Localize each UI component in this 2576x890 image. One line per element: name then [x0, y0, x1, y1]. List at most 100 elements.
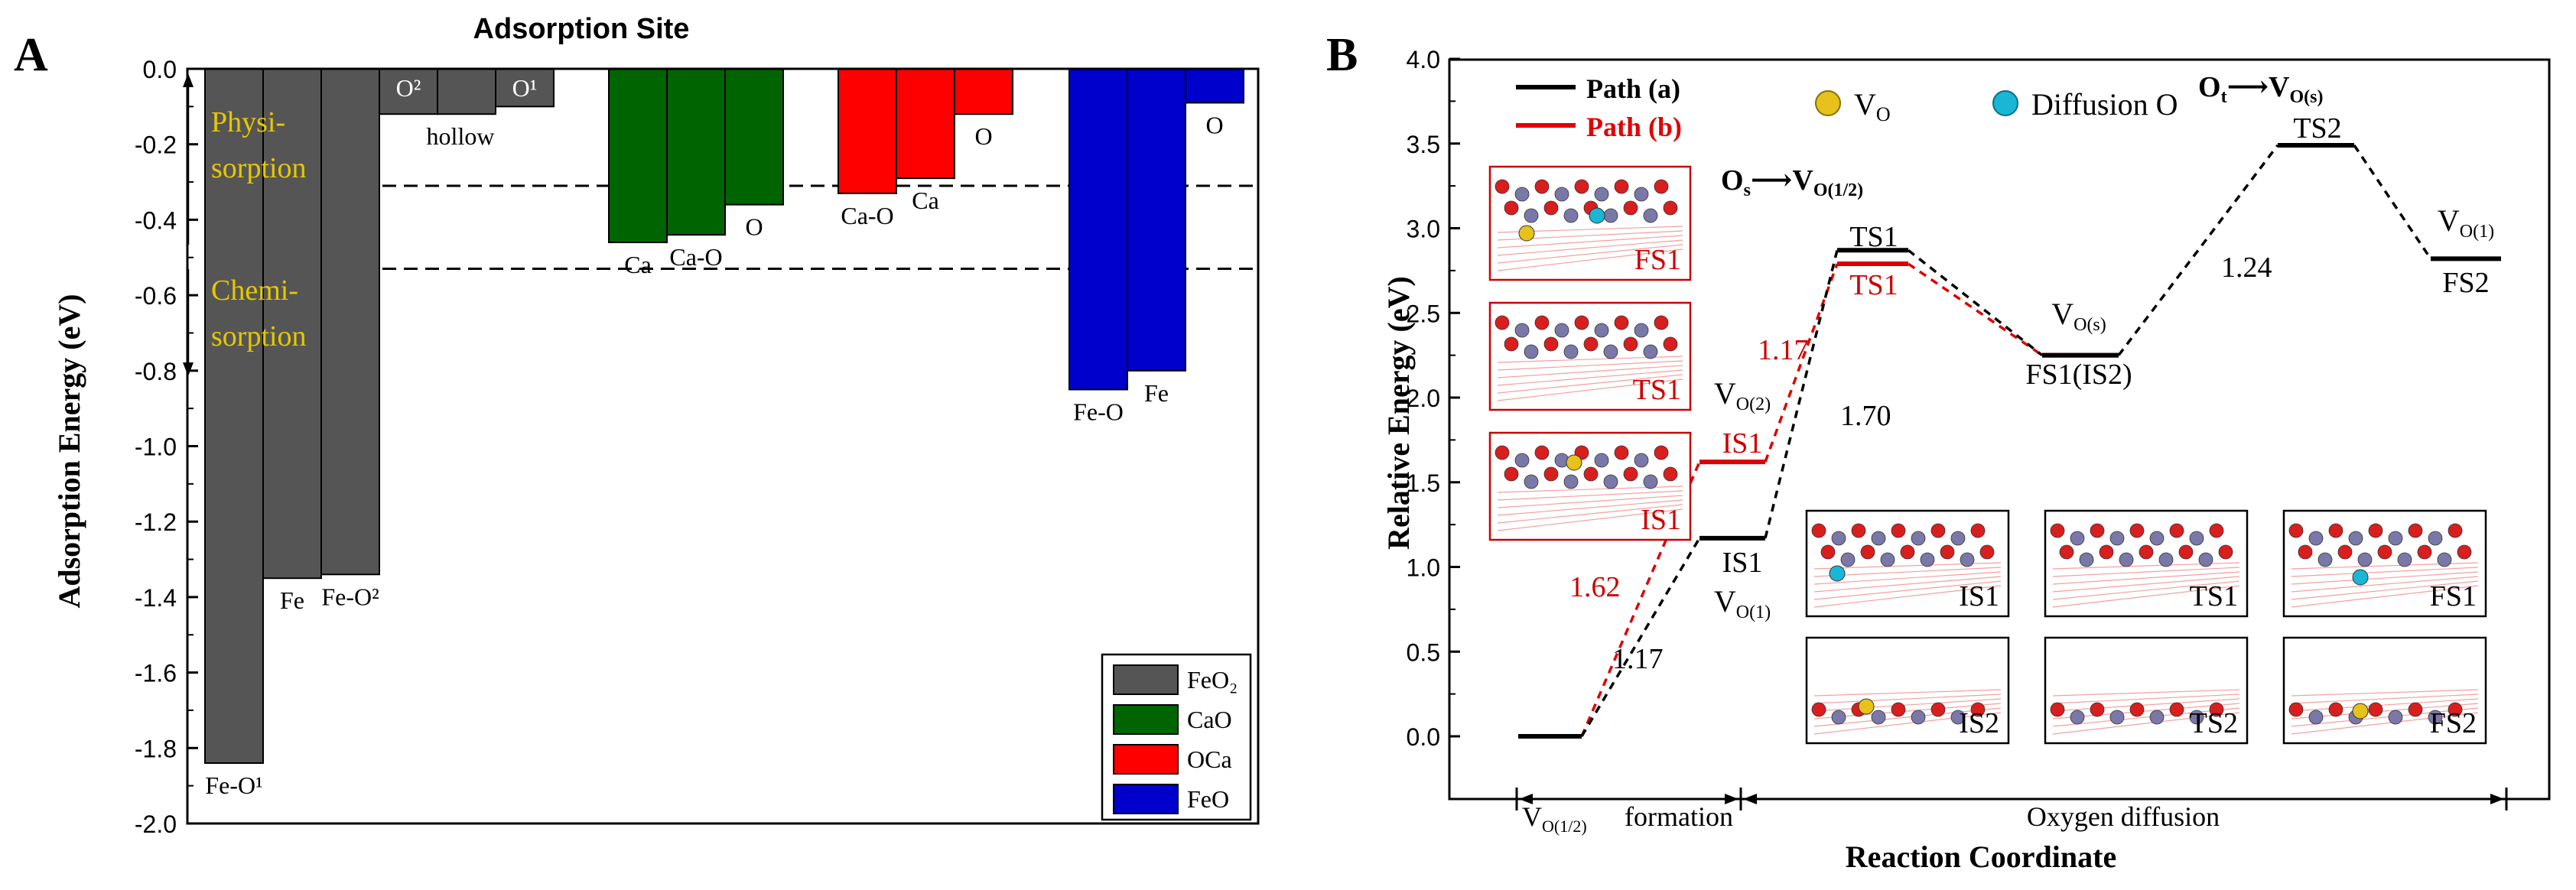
- bar-OCa-1: [896, 68, 955, 180]
- vacancy-marker-icon: [1815, 90, 1841, 116]
- bar-label: O: [974, 122, 992, 150]
- legend-label-a: FeO: [1187, 785, 1229, 813]
- legend-label-a: FeO₂: [1187, 666, 1238, 693]
- bar-FeO-3: [379, 68, 438, 115]
- bar-label: Ca: [912, 187, 939, 214]
- label-vo1: VO(1): [1714, 584, 1771, 622]
- structure-thumbnail: TS1: [2044, 509, 2249, 618]
- barrier-b-formation: 1.62: [1569, 571, 1621, 603]
- connector-a: [1907, 248, 2044, 357]
- panel-label-b: B: [1326, 29, 1358, 81]
- legend-label-a: OCa: [1187, 745, 1232, 773]
- bar-OCa-0: [838, 68, 897, 194]
- y-tick-label-a: -2.0: [135, 810, 177, 838]
- connector-a: [1764, 249, 1839, 539]
- structure-thumbnail: IS1: [1488, 431, 1692, 541]
- atom-marker: [1518, 225, 1535, 242]
- label-vos: VO(s): [2051, 297, 2106, 335]
- y-tick-label-b: 3.0: [1407, 216, 1440, 243]
- y-tick-label-a: -0.2: [135, 132, 177, 159]
- legend-swatch-a: [1113, 704, 1179, 735]
- reaction-coordinate-bracket: [1515, 788, 2508, 810]
- atom-marker: [2352, 569, 2369, 586]
- bar-label: Fe: [1144, 379, 1169, 407]
- plot-frame-a: [186, 67, 1260, 825]
- bars-a: [204, 68, 1244, 765]
- label-ot-to-vos: Ot⟶VO(s): [2198, 71, 2324, 107]
- barrier-a-ts1: 1.70: [1840, 400, 1891, 432]
- panel-a: A Adsorption Site Adsorption Energy (eV)…: [14, 13, 1260, 838]
- thumbnail-label: TS2: [2190, 707, 2238, 739]
- thumbnail-label: FS1: [1634, 244, 1681, 276]
- bar-label: Fe-O¹: [205, 771, 262, 799]
- bar-label: O²: [396, 74, 421, 102]
- y-tick-label-b: 2.5: [1407, 300, 1440, 327]
- y-tick-label-a: -0.6: [135, 282, 177, 310]
- legend-swatch-a: [1113, 744, 1179, 775]
- bar-CaO-2: [724, 68, 784, 206]
- bar-OCa-2: [954, 68, 1013, 115]
- y-tick-label-b: 1.5: [1407, 469, 1440, 497]
- thumbnail-label: FS1: [2430, 580, 2477, 612]
- y-tick-label-a: -1.2: [135, 508, 177, 536]
- thumbnail-label: IS1: [1959, 580, 1999, 612]
- chemisorption-label-1: Chemi-: [211, 274, 298, 307]
- y-tick-label-a: -0.8: [135, 358, 177, 385]
- y-tick-label-b: 0.5: [1407, 638, 1440, 666]
- legend-path-a: Path (a): [1586, 73, 1680, 104]
- label-oxygen-diffusion: Oxygen diffusion: [2027, 801, 2220, 832]
- structure-thumbnail: FS2: [2282, 636, 2487, 745]
- label-fs1is2: FS1(IS2): [2025, 359, 2132, 391]
- y-tick-label-b: 3.5: [1407, 131, 1440, 158]
- level-annotations: Os⟶VO(1/2) Ot⟶VO(s) TS1 TS1 VO(s) FS1(IS…: [1569, 71, 2494, 675]
- diffusion-o-marker-icon: [1992, 90, 2018, 116]
- barrier-b-ts1: 1.17: [1758, 334, 1809, 366]
- legend-swatch-a: [1113, 784, 1179, 814]
- label-ts1-red: TS1: [1849, 269, 1898, 301]
- y-tick-label-a: -1.0: [135, 434, 177, 461]
- chemisorption-label-2: sorption: [211, 320, 307, 352]
- chart-a-ylabel: Adsorption Energy (eV): [52, 294, 86, 608]
- chart-b-ylabel: Relative Energy (eV): [1381, 276, 1416, 550]
- bar-label: O: [1205, 111, 1223, 138]
- label-vo12-formation: VO(1/2): [1522, 801, 1587, 836]
- atom-marker: [1589, 207, 1605, 224]
- barrier-a-formation: 1.17: [1612, 643, 1664, 675]
- chart-b-xlabel: Reaction Coordinate: [1846, 840, 2116, 874]
- legend-vo-symbol: VO: [1854, 87, 1891, 125]
- structure-thumbnail: IS2: [1805, 636, 2010, 745]
- legend-swatch-a: [1113, 664, 1179, 695]
- bar-label: Ca-O: [669, 243, 722, 271]
- physisorption-label-2: sorption: [211, 152, 307, 184]
- thumbnail-label: TS1: [2190, 580, 2238, 612]
- label-vo1-top: VO(1): [2438, 203, 2494, 242]
- bar-label: Ca: [624, 251, 652, 278]
- bar-FeO-2: [320, 68, 380, 576]
- y-tick-label-b: 0.0: [1407, 723, 1440, 751]
- bar-label: Fe: [280, 586, 304, 614]
- bar-label: Ca-O: [841, 202, 893, 229]
- bar-FeO-5: [495, 68, 555, 108]
- thumbnail-label: IS1: [1641, 504, 1681, 536]
- legend-path-b: Path (b): [1586, 112, 1682, 142]
- bar-FeO-1: [1127, 68, 1186, 372]
- y-tick-label-a: -0.4: [135, 206, 177, 234]
- y-tick-label-a: -1.4: [135, 584, 177, 612]
- y-axis-b: 0.0 0.5 1.0 1.5 2.0 2.5 3.0 3.5 4.0: [1407, 46, 1460, 751]
- label-fs2: FS2: [2442, 267, 2489, 299]
- y-tick-label-a: 0.0: [143, 56, 177, 83]
- physisorption-label-1: Physi-: [211, 106, 285, 138]
- connector-b: [1764, 263, 1839, 463]
- bar-FeO-1: [262, 68, 322, 580]
- panel-b: B Relative Energy (eV) Reaction Coordina…: [1326, 29, 2551, 874]
- label-ts1-black: TS1: [1849, 221, 1898, 253]
- structure-thumbnail: TS1: [1488, 301, 1692, 411]
- atom-marker: [1858, 698, 1875, 715]
- bar-label: hollow: [427, 122, 495, 150]
- bar-label: O: [745, 213, 763, 241]
- bar-CaO-0: [608, 68, 668, 244]
- connector-a: [2353, 144, 2432, 260]
- legend-label-a: CaO: [1187, 706, 1232, 733]
- atom-marker: [2352, 703, 2369, 719]
